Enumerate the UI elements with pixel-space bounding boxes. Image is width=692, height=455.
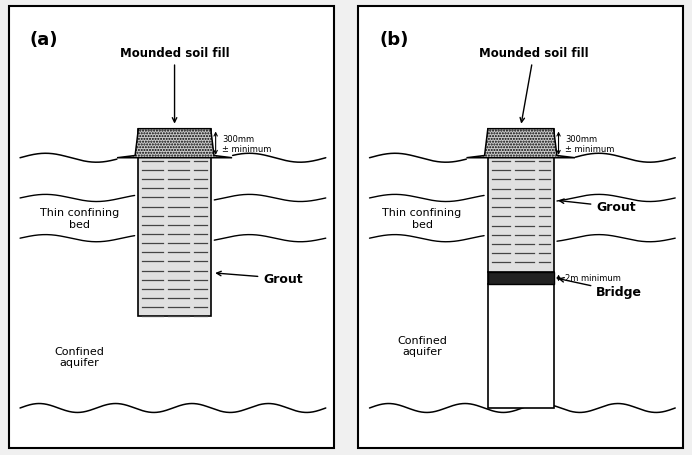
Bar — [488, 272, 554, 284]
Text: Grout: Grout — [217, 272, 303, 285]
Text: Mounded soil fill: Mounded soil fill — [120, 47, 229, 123]
Text: Thin confining
bed: Thin confining bed — [383, 208, 462, 229]
Bar — [488, 129, 554, 272]
Text: 300mm
± minimum: 300mm ± minimum — [222, 134, 271, 154]
Text: Bridge: Bridge — [559, 278, 642, 298]
Polygon shape — [117, 129, 232, 158]
Text: Confined
aquifer: Confined aquifer — [54, 346, 104, 368]
Bar — [138, 129, 210, 317]
Text: Thin confining
bed: Thin confining bed — [39, 208, 119, 229]
Text: Mounded soil fill: Mounded soil fill — [479, 47, 589, 123]
Polygon shape — [466, 129, 575, 158]
Text: Grout: Grout — [560, 199, 636, 214]
Text: Confined
aquifer: Confined aquifer — [397, 335, 447, 356]
Text: 2m minimum: 2m minimum — [565, 274, 621, 283]
Text: (a): (a) — [30, 31, 58, 49]
Text: 300mm
± minimum: 300mm ± minimum — [565, 134, 614, 154]
Bar — [488, 284, 554, 408]
Text: (b): (b) — [379, 31, 409, 49]
